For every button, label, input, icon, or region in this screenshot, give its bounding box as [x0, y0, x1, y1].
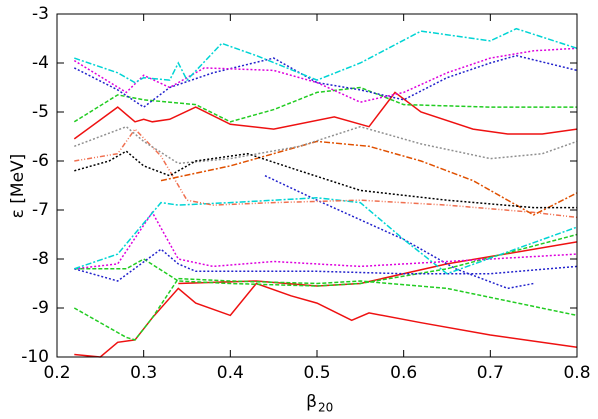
series-line: [73, 91, 578, 140]
series-line: [74, 125, 578, 165]
series-line: [160, 140, 578, 216]
series-line: [74, 233, 578, 287]
series-line: [73, 54, 578, 109]
y-axis-label: ε [MeV]: [8, 154, 28, 219]
x-tick-label: 0.8: [563, 363, 590, 383]
y-tick-label: -9: [32, 298, 49, 318]
x-tick-label: 0.6: [390, 363, 417, 383]
x-tick-label: 0.5: [303, 363, 330, 383]
series-line: [178, 241, 578, 287]
x-tick-label: 0.4: [217, 363, 244, 383]
series-line: [74, 150, 577, 209]
series-line: [74, 27, 578, 84]
plot-frame: [56, 13, 578, 358]
series-line: [73, 277, 578, 341]
y-tick-label: -5: [32, 102, 49, 122]
y-tick-label: -10: [21, 347, 49, 367]
y-tick-label: -6: [32, 151, 49, 171]
series-line: [74, 127, 578, 219]
x-axis-label-subscript: 20: [318, 401, 333, 415]
series-line: [264, 175, 534, 290]
series-line: [73, 86, 577, 123]
y-tick-label: -4: [32, 53, 49, 73]
x-tick-label: 0.3: [130, 363, 157, 383]
series-line: [73, 47, 578, 103]
series-line: [74, 248, 578, 282]
series-line: [74, 197, 578, 275]
series-line: [74, 210, 578, 270]
y-tick-label: -3: [32, 4, 49, 24]
y-tick-label: -8: [32, 249, 49, 269]
series-line: [74, 282, 578, 358]
x-axis-label: β: [306, 392, 317, 412]
x-tick-label: 0.2: [43, 363, 70, 383]
y-tick-label: -7: [32, 200, 49, 220]
x-tick-label: 0.7: [477, 363, 504, 383]
